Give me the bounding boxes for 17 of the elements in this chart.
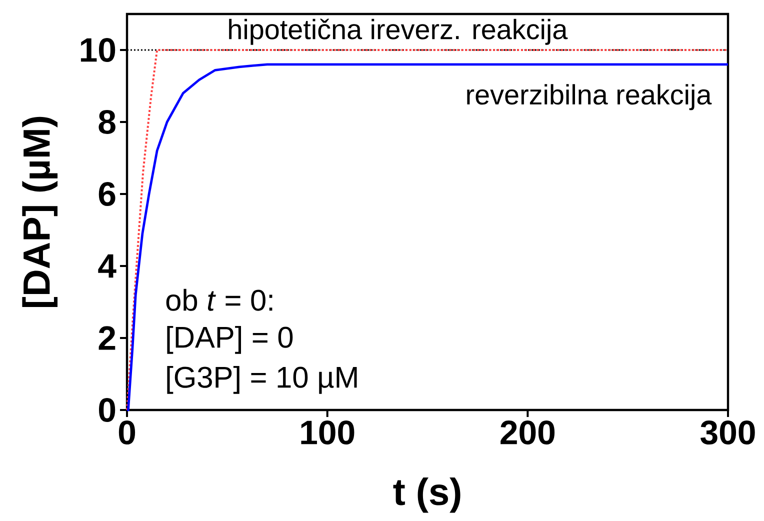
annotation: ob t = 0: <box>166 288 272 311</box>
y-tick-label: 6 <box>98 182 116 206</box>
y-axis-title: [DAP] (µM) <box>22 116 58 307</box>
annotation: [DAP] = 0 <box>167 326 293 354</box>
x-tick-label: 300 <box>700 420 755 445</box>
x-tick-label: 100 <box>301 420 354 444</box>
x-tick-label: 0 <box>118 420 136 444</box>
x-tick-label: 200 <box>500 420 555 444</box>
y-tick-label: 10 <box>80 38 116 62</box>
y-tick-label: 8 <box>98 110 116 134</box>
annotation: [G3P] = 10 µM <box>167 366 357 394</box>
x-axis-title: t (s) <box>393 477 460 513</box>
y-tick-label: 2 <box>98 326 116 350</box>
series-label: reverzibilna reakcija <box>467 84 712 110</box>
y-tick-label: 0 <box>98 398 116 422</box>
series-label: hipotetična ireverz. reakcija <box>229 18 568 45</box>
y-tick-label: 4 <box>98 254 116 278</box>
